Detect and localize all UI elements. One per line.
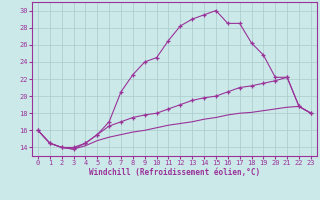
X-axis label: Windchill (Refroidissement éolien,°C): Windchill (Refroidissement éolien,°C) xyxy=(89,168,260,177)
